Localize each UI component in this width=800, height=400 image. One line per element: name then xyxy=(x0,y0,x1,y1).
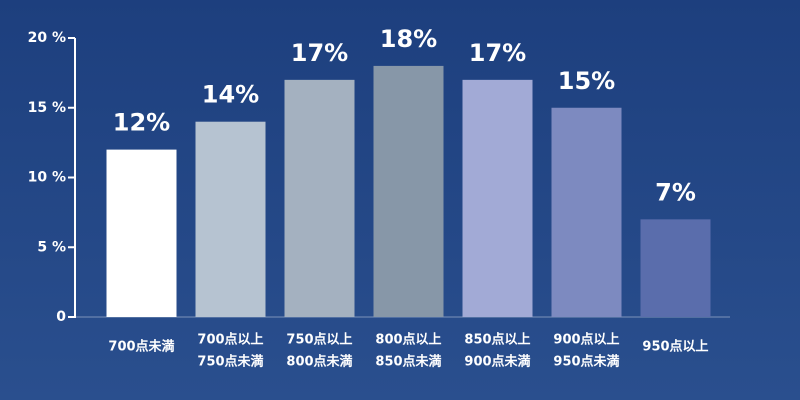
x-tick-label: 800点以上 xyxy=(375,332,441,348)
y-tick-label: 15 % xyxy=(28,100,66,116)
y-tick-label: 0 xyxy=(56,309,66,325)
x-tick-label: 750点未満 xyxy=(197,354,263,370)
bar xyxy=(195,121,266,317)
value-label: 14% xyxy=(202,81,259,109)
value-label: 15% xyxy=(558,67,615,95)
x-tick-label: 900点未満 xyxy=(464,354,530,370)
bar xyxy=(284,79,355,317)
bar xyxy=(373,65,444,318)
x-tick-label: 850点未満 xyxy=(375,354,441,370)
x-tick-label: 950点以上 xyxy=(642,339,708,355)
x-tick-label: 700点以上 xyxy=(197,332,263,348)
x-tick-label: 900点以上 xyxy=(553,332,619,348)
x-tick-label: 850点以上 xyxy=(464,332,530,348)
bar xyxy=(462,79,533,317)
x-tick-label: 950点未満 xyxy=(553,354,619,370)
value-label: 18% xyxy=(380,25,437,53)
bar xyxy=(640,219,711,317)
y-tick-label: 20 % xyxy=(28,30,66,46)
y-tick-label: 5 % xyxy=(37,239,66,255)
x-tick-label: 700点未満 xyxy=(108,339,174,355)
bar xyxy=(106,149,177,317)
y-tick-label: 10 % xyxy=(28,170,66,186)
x-tick-label: 800点未満 xyxy=(286,354,352,370)
value-label: 17% xyxy=(469,39,526,67)
value-label: 7% xyxy=(655,178,696,206)
x-tick-label: 750点以上 xyxy=(286,332,352,348)
bar xyxy=(551,107,622,317)
value-label: 12% xyxy=(113,109,170,137)
value-label: 17% xyxy=(291,39,348,67)
